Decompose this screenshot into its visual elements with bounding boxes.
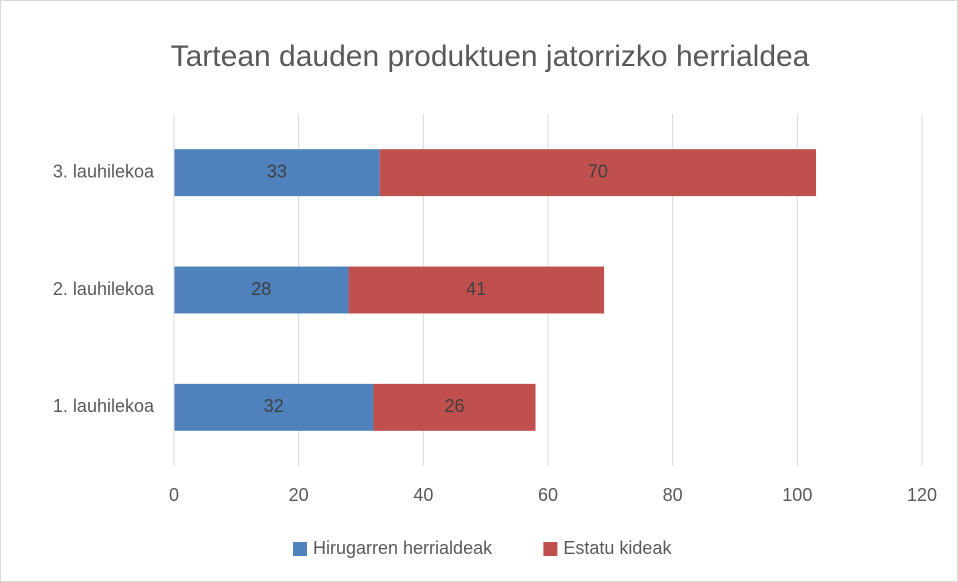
data-label: 41 [466, 279, 486, 299]
legend-swatch [543, 542, 558, 556]
data-label: 70 [588, 161, 608, 181]
x-tick-label: 120 [907, 485, 937, 505]
x-tick-label: 40 [413, 485, 433, 505]
bar [379, 149, 817, 197]
x-tick-label: 100 [782, 485, 812, 505]
legend-label: Hirugarren herrialdeak [313, 538, 493, 558]
x-tick-label: 20 [289, 485, 309, 505]
y-tick-label: 2. lauhilekoa [53, 279, 155, 299]
x-tick-label: 60 [538, 485, 558, 505]
x-tick-label: 80 [663, 485, 683, 505]
legend-swatch [293, 542, 307, 556]
chart-title: Tartean dauden produktuen jatorrizko her… [171, 40, 810, 73]
bar [174, 383, 374, 431]
bar [174, 149, 380, 197]
bar [348, 266, 605, 314]
data-label: 26 [444, 396, 464, 416]
x-tick-label: 0 [169, 485, 179, 505]
y-tick-label: 1. lauhilekoa [53, 396, 155, 416]
data-label: 28 [251, 279, 271, 299]
bar [174, 266, 349, 314]
data-label: 33 [267, 161, 287, 181]
bar [373, 383, 536, 431]
data-label: 32 [264, 396, 284, 416]
y-tick-label: 3. lauhilekoa [53, 161, 155, 181]
legend-label: Estatu kideak [563, 538, 672, 558]
